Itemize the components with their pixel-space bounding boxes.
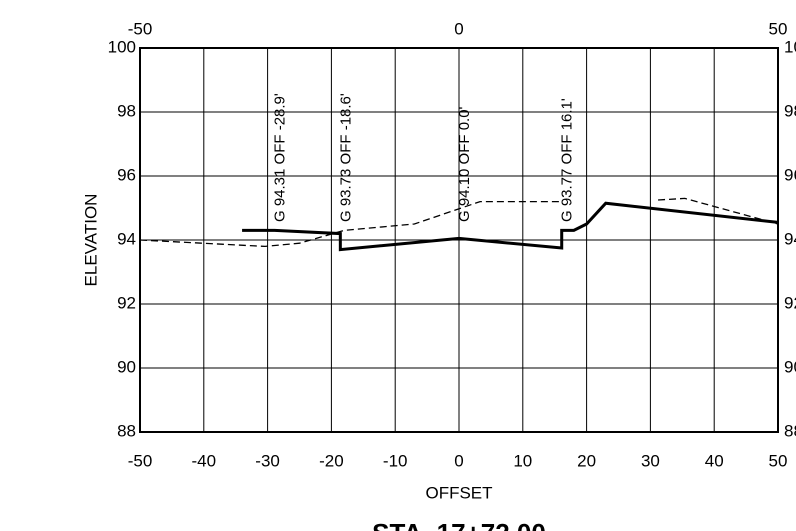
x-tick-label: -50: [128, 451, 153, 470]
x-tick-label: 20: [577, 451, 596, 470]
right-tick-label: 92: [784, 293, 796, 312]
x-axis-label: OFFSET: [425, 483, 492, 502]
annotation: G 93.77 OFF 16.1': [559, 98, 576, 222]
x-tick-label: 0: [454, 451, 463, 470]
right-tick-label: 88: [784, 421, 796, 440]
series-line: [242, 201, 779, 252]
right-tick-label: 96: [784, 165, 796, 184]
y-tick-label: 92: [117, 293, 136, 312]
y-tick-label: 88: [117, 421, 136, 440]
y-tick-label: 100: [108, 37, 136, 56]
x-tick-label: -40: [192, 451, 217, 470]
annotation: G 94.31 OFF -28.9': [272, 93, 289, 222]
y-tick-label: 94: [117, 229, 136, 248]
y-tick-label: 96: [117, 165, 136, 184]
x-tick-label: 10: [513, 451, 532, 470]
y-tick-label: 90: [117, 357, 136, 376]
x-tick-label: 50: [769, 451, 788, 470]
series-line: [658, 197, 779, 225]
chart-title: STA. 17+72.00: [372, 518, 546, 531]
x-tick-label: -10: [383, 451, 408, 470]
x-tick-label: 40: [705, 451, 724, 470]
series-line: [139, 200, 560, 248]
x-tick-label: -30: [255, 451, 280, 470]
x-tick-label: 30: [641, 451, 660, 470]
top-tick-label: 50: [769, 19, 788, 38]
right-tick-label: 98: [784, 101, 796, 120]
annotation: G 93.73 OFF -18.6': [337, 93, 354, 222]
top-tick-label: -50: [128, 19, 153, 38]
top-tick-label: 0: [454, 19, 463, 38]
x-tick-label: -20: [319, 451, 344, 470]
y-axis-label: ELEVATION: [81, 194, 100, 287]
right-tick-label: 90: [784, 357, 796, 376]
right-tick-label: 94: [784, 229, 796, 248]
annotation: G 94.10 OFF 0.0': [456, 106, 473, 222]
y-tick-label: 98: [117, 101, 136, 120]
right-tick-label: 100: [784, 37, 796, 56]
